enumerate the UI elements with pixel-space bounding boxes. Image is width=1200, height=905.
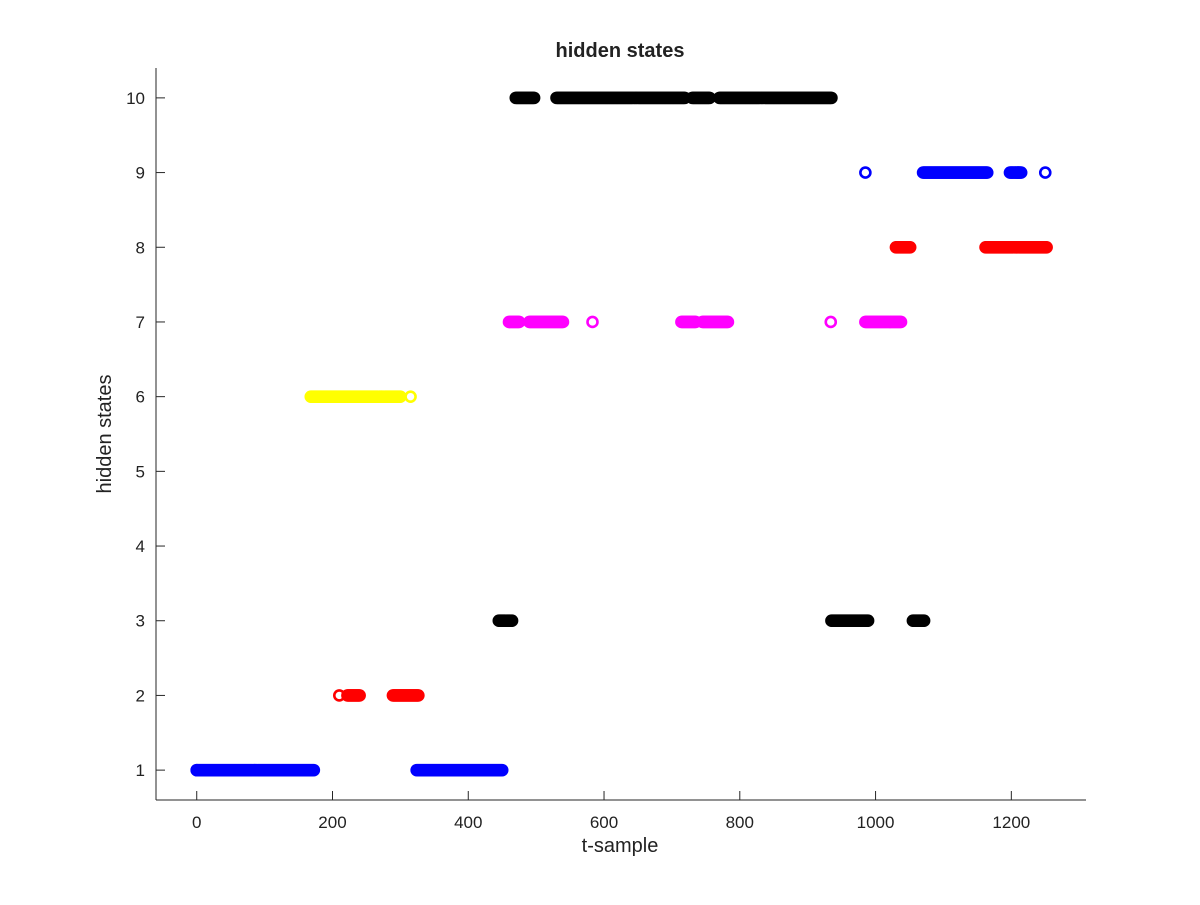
series-state-9 xyxy=(859,166,1052,179)
data-point xyxy=(586,315,599,329)
y-tick-label: 9 xyxy=(136,164,145,183)
data-point xyxy=(903,240,917,254)
chart-title: hidden states xyxy=(556,40,685,62)
data-point xyxy=(404,390,417,403)
data-point xyxy=(505,614,519,628)
data-point xyxy=(1011,166,1025,179)
y-tick-label: 8 xyxy=(136,238,145,257)
data-point xyxy=(1038,166,1052,179)
x-tick-label: 200 xyxy=(318,813,346,832)
data-point xyxy=(980,166,994,179)
series-state-6 xyxy=(304,390,417,403)
x-tick-label: 400 xyxy=(454,813,482,832)
x-tick-label: 1200 xyxy=(992,813,1030,832)
data-point xyxy=(412,689,425,702)
data-point xyxy=(495,763,509,777)
x-tick-label: 0 xyxy=(192,813,201,832)
x-tick-label: 600 xyxy=(590,813,618,832)
data-points xyxy=(190,91,1053,777)
data-point xyxy=(353,689,366,702)
y-tick-label: 2 xyxy=(136,686,145,705)
data-point xyxy=(894,315,908,329)
data-point xyxy=(307,763,321,777)
series-state-8 xyxy=(889,240,1053,254)
data-point xyxy=(527,91,541,105)
y-tick-label: 10 xyxy=(126,89,145,108)
series-state-3 xyxy=(492,614,931,628)
data-point xyxy=(1040,240,1053,254)
series-state-7 xyxy=(502,315,908,329)
y-tick-label: 3 xyxy=(136,612,145,631)
x-tick-label: 1000 xyxy=(857,813,895,832)
data-point xyxy=(824,315,838,329)
series-state-10 xyxy=(509,91,838,105)
data-point xyxy=(332,689,346,702)
series-state-1 xyxy=(190,763,509,777)
data-point xyxy=(825,91,838,105)
x-axis-label: t-sample xyxy=(582,835,659,857)
data-point xyxy=(861,614,875,628)
data-point xyxy=(190,763,204,777)
y-tick-label: 5 xyxy=(136,462,145,481)
axes: 0 200 400 600 800 1000 1200 1 2 3 4 5 6 7 8 9 10 xyxy=(126,68,1086,832)
data-point xyxy=(556,315,570,329)
y-axis-label: hidden states xyxy=(94,375,116,494)
y-tick-label: 1 xyxy=(136,761,145,780)
y-tick-label: 6 xyxy=(136,388,145,407)
series-state-2 xyxy=(332,689,425,702)
y-tick-label: 7 xyxy=(136,313,145,332)
data-point xyxy=(721,315,735,329)
y-tick-label: 4 xyxy=(136,537,145,556)
data-point xyxy=(917,614,931,628)
x-tick-label: 800 xyxy=(726,813,754,832)
data-point xyxy=(859,166,872,179)
